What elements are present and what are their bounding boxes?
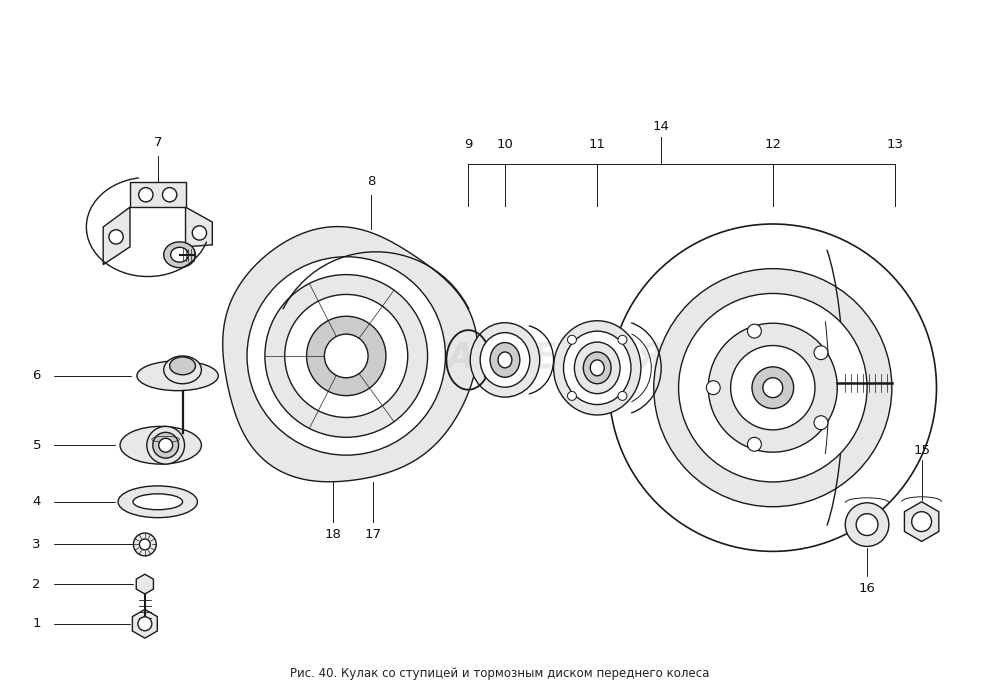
Ellipse shape — [133, 494, 183, 510]
Ellipse shape — [763, 378, 783, 398]
Ellipse shape — [480, 333, 530, 387]
Text: 14: 14 — [652, 120, 669, 133]
Circle shape — [139, 539, 150, 550]
Polygon shape — [103, 207, 130, 265]
Text: 4: 4 — [33, 496, 41, 508]
Text: 1: 1 — [32, 617, 41, 630]
Circle shape — [192, 225, 207, 240]
Text: 7: 7 — [153, 136, 162, 149]
Polygon shape — [223, 227, 477, 482]
Ellipse shape — [752, 367, 794, 408]
Text: 2: 2 — [32, 578, 41, 591]
Ellipse shape — [574, 342, 620, 394]
Ellipse shape — [590, 360, 604, 376]
Ellipse shape — [170, 357, 195, 375]
Ellipse shape — [679, 293, 867, 482]
Text: 12: 12 — [764, 138, 781, 151]
Circle shape — [109, 230, 123, 244]
Circle shape — [618, 335, 627, 344]
Polygon shape — [904, 502, 939, 542]
Ellipse shape — [159, 438, 173, 452]
Circle shape — [814, 346, 828, 359]
Ellipse shape — [856, 514, 878, 535]
Circle shape — [706, 380, 720, 394]
Ellipse shape — [498, 352, 512, 368]
Circle shape — [618, 392, 627, 401]
Circle shape — [265, 274, 428, 437]
Text: 18: 18 — [325, 528, 342, 541]
Circle shape — [747, 324, 761, 338]
Text: 16: 16 — [859, 581, 875, 595]
Polygon shape — [132, 609, 157, 638]
Text: 11: 11 — [589, 138, 606, 151]
Text: 10: 10 — [497, 138, 513, 151]
Text: 15: 15 — [913, 444, 930, 456]
Ellipse shape — [654, 269, 892, 507]
Circle shape — [163, 188, 177, 202]
Ellipse shape — [164, 242, 195, 267]
Ellipse shape — [731, 346, 815, 430]
Circle shape — [139, 188, 153, 202]
Ellipse shape — [845, 503, 889, 547]
Ellipse shape — [171, 247, 188, 262]
Text: Рис. 40. Кулак со ступицей и тормозным диском переднего колеса: Рис. 40. Кулак со ступицей и тормозным д… — [290, 667, 710, 680]
Circle shape — [285, 295, 408, 417]
Circle shape — [912, 512, 932, 532]
Text: 9: 9 — [464, 138, 472, 151]
Ellipse shape — [554, 320, 641, 415]
Circle shape — [814, 416, 828, 430]
Ellipse shape — [490, 343, 520, 378]
Ellipse shape — [708, 323, 837, 452]
Ellipse shape — [147, 426, 185, 464]
Circle shape — [568, 392, 576, 401]
Ellipse shape — [470, 322, 540, 397]
Ellipse shape — [153, 432, 179, 458]
Circle shape — [247, 257, 445, 455]
Text: 8: 8 — [367, 174, 375, 188]
Circle shape — [324, 334, 368, 378]
Text: 3: 3 — [32, 538, 41, 551]
Text: 6: 6 — [33, 369, 41, 383]
Circle shape — [133, 533, 156, 556]
Text: 13: 13 — [886, 138, 903, 151]
Ellipse shape — [118, 486, 197, 518]
Ellipse shape — [120, 426, 201, 464]
Polygon shape — [130, 182, 186, 207]
Ellipse shape — [164, 356, 201, 384]
Text: ПЛАНЕТА ЖЕЛЕЗЯКА: ПЛАНЕТА ЖЕЛЕЗЯКА — [279, 341, 721, 375]
Ellipse shape — [137, 361, 218, 391]
Polygon shape — [186, 207, 212, 247]
Circle shape — [747, 438, 761, 451]
Circle shape — [568, 335, 576, 344]
Circle shape — [307, 316, 386, 396]
Text: 5: 5 — [32, 439, 41, 452]
Circle shape — [138, 617, 152, 631]
Polygon shape — [136, 574, 153, 594]
Text: 17: 17 — [365, 528, 382, 541]
Ellipse shape — [583, 352, 611, 384]
Ellipse shape — [563, 331, 631, 405]
